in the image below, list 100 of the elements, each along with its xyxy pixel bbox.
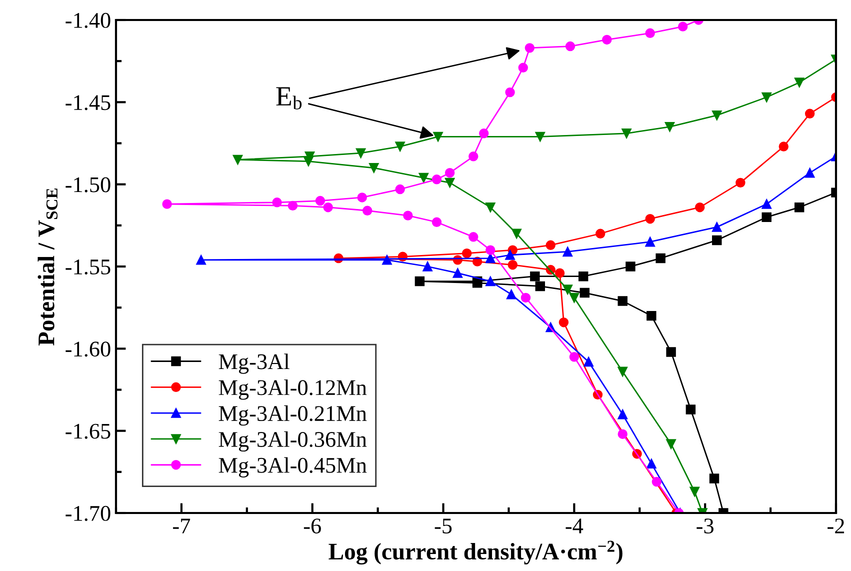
point <box>369 163 379 173</box>
point <box>694 202 705 212</box>
point <box>762 199 772 209</box>
point <box>395 184 405 194</box>
point <box>357 192 367 202</box>
legend-label: Mg-3Al-0.36Mn <box>218 431 367 452</box>
y-tick-label: -1.70 <box>66 506 110 522</box>
point <box>712 110 722 120</box>
x-tick-label: -5 <box>434 518 452 534</box>
legend-label: Mg-3Al <box>218 354 290 374</box>
point <box>778 142 788 152</box>
point <box>664 122 675 132</box>
point <box>414 276 425 286</box>
point <box>196 255 206 265</box>
point <box>736 178 746 188</box>
x-tick-label: -4 <box>566 518 584 534</box>
y-tick-label: -1.60 <box>66 342 110 357</box>
point <box>506 290 516 300</box>
y-tick-label: -1.65 <box>66 424 110 439</box>
legend-label: Mg-3Al-0.45Mn <box>218 457 367 478</box>
point <box>546 240 556 250</box>
point <box>505 87 515 98</box>
x-tick-label: -6 <box>304 518 321 534</box>
point <box>602 34 612 45</box>
point <box>486 245 496 255</box>
y-tick-label: -1.55 <box>66 260 110 275</box>
point <box>794 202 804 212</box>
point <box>444 168 455 178</box>
point <box>618 410 628 420</box>
y-tick-label: -1.50 <box>66 177 110 192</box>
x-tick-label: -3 <box>696 518 714 534</box>
x-tick-label: -7 <box>173 518 190 534</box>
point <box>554 268 565 278</box>
point <box>666 439 676 449</box>
point <box>645 236 655 247</box>
point <box>462 248 472 258</box>
point <box>478 128 489 138</box>
point <box>468 232 478 242</box>
point <box>508 260 518 270</box>
point <box>356 148 366 158</box>
point <box>382 255 392 265</box>
point <box>468 152 478 162</box>
point <box>272 198 282 208</box>
point <box>712 222 722 232</box>
point <box>535 132 546 142</box>
point <box>486 202 496 212</box>
point <box>569 292 580 303</box>
annotation: E$_{b}$ <box>276 87 302 110</box>
point <box>646 458 656 469</box>
point <box>232 154 243 165</box>
point <box>712 235 722 246</box>
legend-label: Mg-3Al-0.21Mn <box>218 405 367 426</box>
point <box>558 318 569 328</box>
point <box>486 253 496 264</box>
point <box>762 212 772 222</box>
point <box>678 22 688 32</box>
point <box>395 142 405 152</box>
point <box>709 474 720 484</box>
y-tick-label: -1.45 <box>66 95 110 110</box>
point <box>562 284 572 294</box>
x-tick-label: -2 <box>828 518 844 534</box>
point <box>666 347 676 357</box>
point <box>626 262 636 272</box>
point <box>530 272 540 282</box>
point <box>422 262 432 272</box>
point <box>578 272 588 282</box>
point <box>584 356 594 367</box>
point <box>618 296 628 306</box>
x-axis-title: Log (current density/A·cm$^{−2}$) <box>328 540 622 565</box>
point <box>432 217 442 227</box>
point <box>645 28 655 38</box>
point <box>162 199 172 209</box>
point <box>596 228 606 238</box>
point <box>315 196 326 206</box>
point <box>418 172 428 183</box>
point <box>362 206 372 216</box>
point <box>646 310 656 321</box>
point <box>444 178 455 188</box>
point <box>323 202 333 212</box>
point <box>452 268 463 278</box>
point <box>486 276 496 286</box>
point <box>804 168 815 178</box>
point <box>403 210 413 220</box>
point <box>645 214 655 224</box>
point <box>535 281 546 292</box>
y-tick-label: -1.40 <box>66 12 110 28</box>
point <box>524 43 535 53</box>
point <box>433 132 443 142</box>
point <box>622 128 632 138</box>
point <box>804 108 815 119</box>
y-axis-title: Potential / V$_{SCE}$ <box>38 188 58 346</box>
point <box>432 174 442 184</box>
point <box>512 228 522 238</box>
point <box>686 404 696 414</box>
point <box>569 352 580 362</box>
point <box>565 41 576 52</box>
point <box>762 92 772 102</box>
point <box>580 288 590 298</box>
legend-label: Mg-3Al-0.12Mn <box>218 380 367 400</box>
point <box>794 78 804 88</box>
